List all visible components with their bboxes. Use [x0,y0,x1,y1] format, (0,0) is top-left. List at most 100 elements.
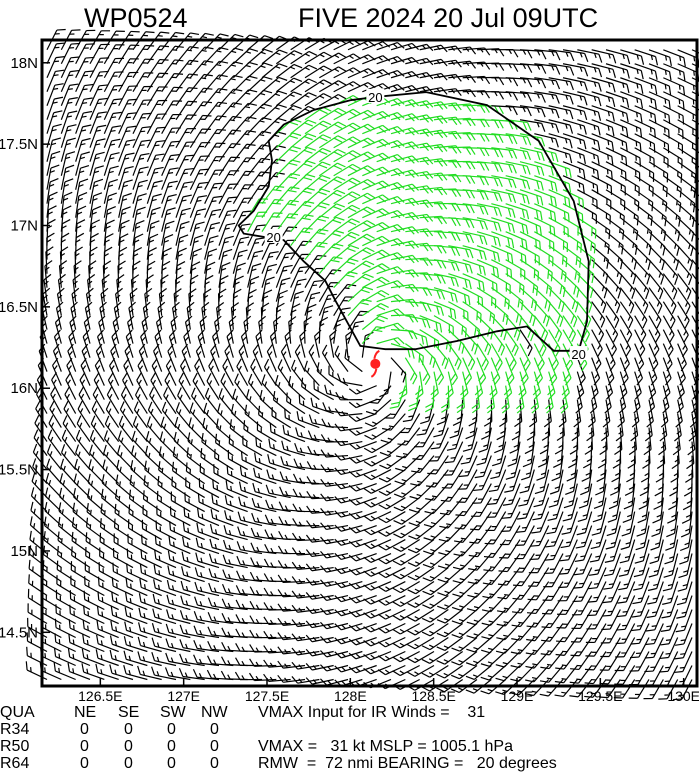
wind-barb [468,539,492,558]
wind-barb [556,623,578,643]
wind-barb [271,407,291,429]
wind-barb [178,372,191,400]
wind-barb [600,623,621,644]
wind-barb [146,416,163,442]
wind-barb [318,176,346,191]
wind-barb [527,581,550,601]
wind-barb [505,91,532,102]
wind-barb [591,203,611,225]
wind-barb [101,488,120,513]
wind-barb [662,287,677,314]
wind-barb [95,343,105,372]
wind-barb [197,508,220,527]
wind-barb [274,374,292,401]
wind-barb [250,358,263,386]
wind-barb [634,119,656,139]
wind-barb [685,455,694,483]
wind-barb [308,344,320,372]
wind-barb [512,581,535,600]
wind-barb [347,178,376,191]
wind-barb [433,287,458,303]
wind-barb [66,357,77,386]
wind-barb [691,231,699,240]
wind-barb [204,101,227,121]
wind-barb [605,49,631,65]
wind-barb [677,329,688,358]
wind-barb [146,193,162,218]
wind-barb [562,133,587,150]
wind-barb [591,287,607,314]
wind-barb [540,651,564,670]
wind-barb [519,175,544,191]
wind-barb [448,287,471,305]
wind-barb [462,175,490,186]
wind-barb [591,329,603,357]
wind-barb [433,273,459,287]
wind-barb [548,49,575,62]
wind-barb [533,259,553,282]
wind-barb [218,261,231,288]
y-tick-label: 15.5N [0,462,38,479]
wind-barb [562,245,582,268]
wind-barb [201,301,210,330]
wind-barb [89,178,104,204]
wind-barb [209,538,234,555]
wind-barb [605,147,628,167]
wind-barb [232,130,257,149]
cell: 0 [167,721,176,738]
wind-barb [149,386,163,414]
wind-barb [362,302,389,317]
wind-barb [347,273,374,289]
wind-barb [363,622,392,633]
wind-barb [497,567,521,586]
wind-barb [290,92,317,107]
wind-barb [593,483,607,509]
wind-barb [164,667,191,681]
wind-barb [30,501,48,526]
wind-barb [392,622,420,635]
wind-barb [89,84,109,106]
wind-barb [549,469,564,495]
wind-barb [236,541,263,555]
wind-barb [189,247,202,274]
wind-barb [591,231,610,254]
wind-barb [630,637,650,659]
wind-barb [376,98,405,107]
wind-barb [361,315,388,331]
wind-barb [476,189,503,202]
wind-barb [124,607,148,625]
wind-barb [577,497,593,523]
wind-barb [164,372,177,400]
wind-barb [482,567,507,586]
wind-barb [634,539,650,564]
wind-barb [175,167,194,190]
wind-barb [578,483,593,509]
wind-barb [204,74,228,93]
wind-barb [365,399,392,415]
wind-barb [585,637,607,657]
wind-barb [189,221,205,246]
wind-barb [419,343,436,368]
wind-barb [132,139,151,162]
wind-barb [576,315,591,343]
wind-barb [462,301,482,323]
wind-barb [528,567,550,587]
wind-barb [473,469,492,492]
wind-barb [110,620,134,639]
wind-barb [663,105,685,125]
wind-barb [211,494,234,513]
wind-barb [454,511,478,530]
wind-barb [175,154,195,176]
wind-barb [577,189,598,209]
wind-barb [511,609,535,628]
wind-barb [362,41,391,51]
wind-barb [347,123,376,135]
wind-barb [405,213,434,223]
wind-barb [376,42,405,51]
wind-barb [491,245,514,264]
wind-barb [519,329,533,357]
wind-barb [146,153,165,176]
wind-barb [574,539,593,563]
wind-barb [230,403,249,429]
wind-barb [119,401,134,428]
